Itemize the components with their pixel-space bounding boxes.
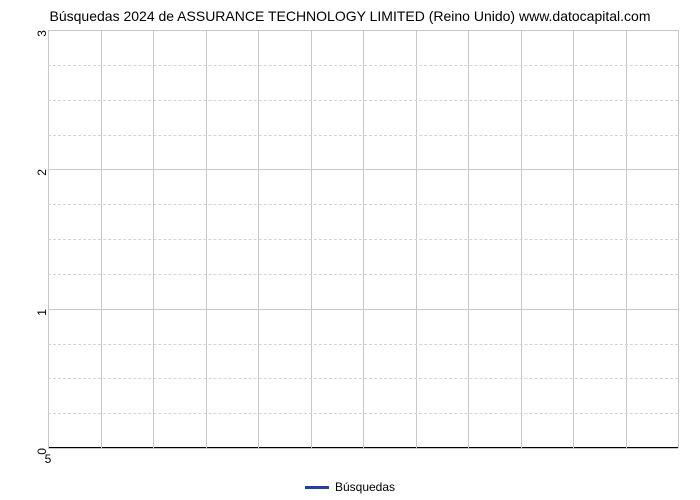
- y-tick-label: 1: [35, 309, 49, 335]
- legend-swatch: [305, 486, 329, 489]
- gridline-horizontal-minor: [48, 204, 678, 205]
- y-tick-label: 3: [35, 30, 49, 56]
- gridline-horizontal-minor: [48, 344, 678, 345]
- gridline-vertical: [678, 30, 679, 448]
- x-tick-label: 5: [45, 452, 52, 466]
- gridline-horizontal: [48, 448, 678, 449]
- gridline-horizontal-minor: [48, 65, 678, 66]
- gridline-horizontal-minor: [48, 378, 678, 379]
- gridline-horizontal-minor: [48, 413, 678, 414]
- chart-container: Búsquedas 2024 de ASSURANCE TECHNOLOGY L…: [0, 0, 700, 500]
- y-tick-label: 2: [35, 169, 49, 195]
- gridline-horizontal-minor: [48, 135, 678, 136]
- chart-title: Búsquedas 2024 de ASSURANCE TECHNOLOGY L…: [0, 8, 700, 24]
- chart-legend: Búsquedas: [0, 479, 700, 494]
- gridline-horizontal-minor: [48, 274, 678, 275]
- gridline-horizontal: [48, 30, 678, 31]
- gridline-horizontal: [48, 309, 678, 310]
- plot-area: [48, 30, 678, 448]
- gridline-horizontal-minor: [48, 100, 678, 101]
- gridline-horizontal: [48, 169, 678, 170]
- legend-label: Búsquedas: [335, 480, 395, 494]
- gridline-horizontal-minor: [48, 239, 678, 240]
